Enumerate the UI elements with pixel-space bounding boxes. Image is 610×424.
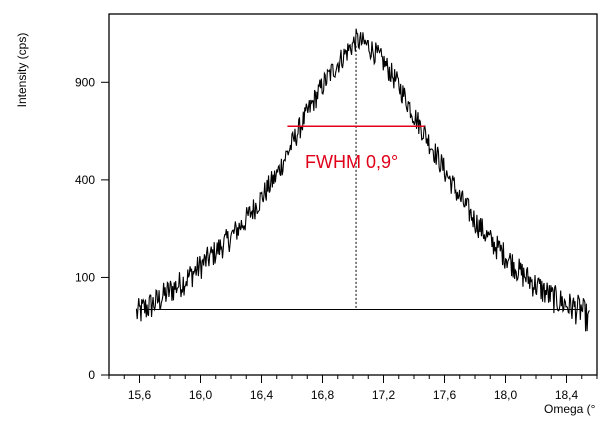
x-tick-label: 15,6 xyxy=(128,388,152,402)
fwhm-label: FWHM 0,9° xyxy=(305,152,398,172)
x-tick-label: 17,2 xyxy=(372,388,396,402)
y-axis-ticks: 0 100 400 900 xyxy=(75,75,109,382)
x-tick-label: 16,8 xyxy=(311,388,335,402)
x-tick-label: 18,0 xyxy=(494,388,518,402)
x-axis-label: Omega (° xyxy=(544,402,596,416)
x-tick-label: 16,0 xyxy=(189,388,213,402)
y-axis-label: Intensity (cps) xyxy=(15,33,29,108)
y-tick-label: 900 xyxy=(75,75,95,89)
y-tick-label: 400 xyxy=(75,173,95,187)
y-tick-label: 100 xyxy=(75,270,95,284)
x-axis-ticks: 15,6 16,0 16,4 16,8 17,2 17,6 18,0 18,4 xyxy=(108,375,598,402)
plot-frame xyxy=(108,13,598,376)
series-curve-line xyxy=(135,28,590,332)
x-tick-label: 17,6 xyxy=(433,388,457,402)
x-tick-label: 16,4 xyxy=(250,388,274,402)
x-tick-label: 18,4 xyxy=(555,388,579,402)
y-tick-label: 0 xyxy=(88,368,95,382)
